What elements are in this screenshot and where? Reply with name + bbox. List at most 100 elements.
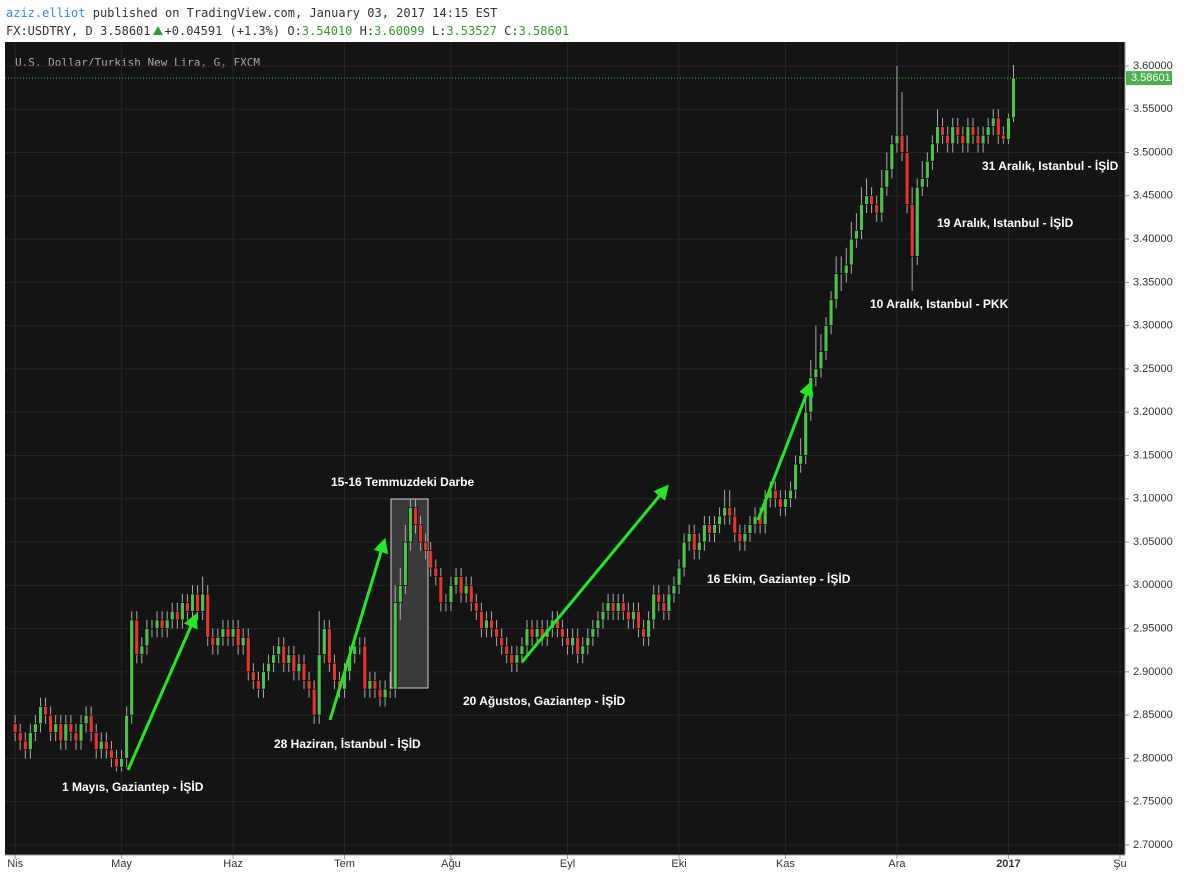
candle-body bbox=[854, 230, 859, 240]
candle-body bbox=[884, 169, 890, 188]
candle-body bbox=[251, 671, 256, 681]
y-tick-label: 3.45000 bbox=[1133, 190, 1173, 202]
candle-body bbox=[945, 134, 950, 145]
candle-body bbox=[560, 628, 565, 638]
candle-body bbox=[195, 593, 200, 612]
candle-body bbox=[894, 134, 900, 145]
candle-body bbox=[276, 645, 281, 655]
y-tick-label: 3.55000 bbox=[1133, 103, 1173, 115]
annotation: 28 Haziran, İstanbul - İŞİD bbox=[274, 736, 421, 751]
candle-body bbox=[565, 636, 570, 647]
candle-body bbox=[509, 654, 514, 664]
x-tick-label: Eyl bbox=[560, 858, 575, 870]
candle-body bbox=[469, 584, 474, 603]
x-tick-label: Şu bbox=[1113, 858, 1126, 870]
candle-body bbox=[970, 126, 976, 136]
candle-body bbox=[656, 593, 661, 603]
candle-body bbox=[575, 636, 580, 655]
annotation: 15-16 Temmuzdeki Darbe bbox=[331, 475, 474, 489]
candle-body bbox=[205, 593, 210, 638]
candle-body bbox=[940, 126, 945, 136]
candle-body bbox=[529, 628, 535, 638]
candle-body bbox=[671, 584, 677, 595]
candle-body bbox=[225, 628, 231, 638]
x-tick-label: Haz bbox=[223, 858, 243, 870]
y-tick-label: 2.75000 bbox=[1133, 796, 1173, 808]
candle-body bbox=[362, 645, 368, 690]
candle-body bbox=[154, 619, 160, 629]
candle-body bbox=[428, 550, 433, 569]
candle-body bbox=[1001, 134, 1006, 140]
candle-body bbox=[418, 524, 423, 543]
arrow bbox=[756, 380, 814, 521]
candle-body bbox=[849, 238, 854, 266]
candle-body bbox=[813, 368, 819, 378]
candle-body bbox=[448, 584, 454, 603]
candle-body bbox=[23, 740, 28, 751]
candle-body bbox=[798, 455, 803, 465]
candle-body bbox=[626, 610, 631, 621]
candle-body bbox=[707, 524, 712, 534]
arrow bbox=[520, 484, 669, 663]
candle-body bbox=[925, 160, 930, 179]
candle-body bbox=[909, 204, 915, 257]
ohlc-value: 3.60099 bbox=[374, 24, 425, 38]
y-tick-label: 3.50000 bbox=[1133, 146, 1173, 158]
candle-body bbox=[78, 723, 84, 742]
candle-body bbox=[666, 593, 672, 612]
candle-body bbox=[398, 584, 403, 603]
candle-body bbox=[965, 126, 971, 145]
candle-body bbox=[134, 619, 139, 655]
candle-body bbox=[996, 117, 1001, 136]
author[interactable]: aziz.elliot bbox=[6, 6, 86, 20]
candle-body bbox=[357, 645, 362, 648]
ohlc-value: 3.54010 bbox=[301, 24, 353, 38]
candle-body bbox=[73, 732, 79, 742]
candle-body bbox=[149, 628, 155, 630]
candle-body bbox=[600, 610, 606, 621]
y-tick-label: 3.05000 bbox=[1133, 536, 1173, 548]
candle-body bbox=[301, 662, 307, 681]
y-tick-label: 2.70000 bbox=[1133, 839, 1173, 851]
candle-body bbox=[332, 662, 337, 681]
candle-body bbox=[519, 645, 525, 655]
x-tick-label: 2017 bbox=[996, 858, 1020, 870]
candle-body bbox=[737, 533, 743, 543]
candle-body bbox=[200, 593, 205, 612]
candle-body bbox=[651, 593, 656, 621]
candle-body bbox=[692, 533, 697, 551]
candle-body bbox=[499, 636, 504, 647]
candle-body bbox=[306, 680, 312, 690]
candle-body bbox=[281, 645, 286, 664]
x-tick-label: May bbox=[111, 858, 132, 870]
annotation: 10 Aralık, Istanbul - PKK bbox=[870, 297, 1009, 311]
candle-body bbox=[271, 654, 276, 664]
candle-body bbox=[377, 688, 383, 699]
candle-body bbox=[190, 593, 195, 612]
candle-body bbox=[752, 515, 758, 526]
candle-body bbox=[950, 126, 955, 145]
candle-body bbox=[327, 628, 332, 664]
candle-body bbox=[256, 680, 261, 690]
candle-body bbox=[210, 636, 215, 647]
ohlc-key: C: bbox=[504, 24, 519, 38]
candle-body bbox=[235, 628, 241, 647]
candle-body bbox=[220, 628, 226, 638]
y-tick-label: 2.85000 bbox=[1133, 709, 1173, 721]
candle-body bbox=[874, 204, 879, 214]
candle-body bbox=[793, 463, 798, 491]
candle-body bbox=[185, 602, 190, 612]
x-tick-label: Kas bbox=[776, 858, 795, 870]
x-tick-label: Nis bbox=[7, 858, 23, 870]
candle-body bbox=[975, 134, 981, 145]
header: aziz.elliot published on TradingView.com… bbox=[6, 4, 569, 40]
candle-body bbox=[904, 152, 910, 205]
candle-body bbox=[433, 567, 438, 577]
candle-body bbox=[616, 602, 621, 612]
candle-body bbox=[590, 628, 596, 638]
candle-body bbox=[479, 610, 484, 629]
candle-body bbox=[646, 619, 651, 638]
ohlc-key: O: bbox=[287, 24, 302, 38]
candle-body bbox=[833, 273, 839, 300]
candle-body bbox=[286, 654, 292, 664]
